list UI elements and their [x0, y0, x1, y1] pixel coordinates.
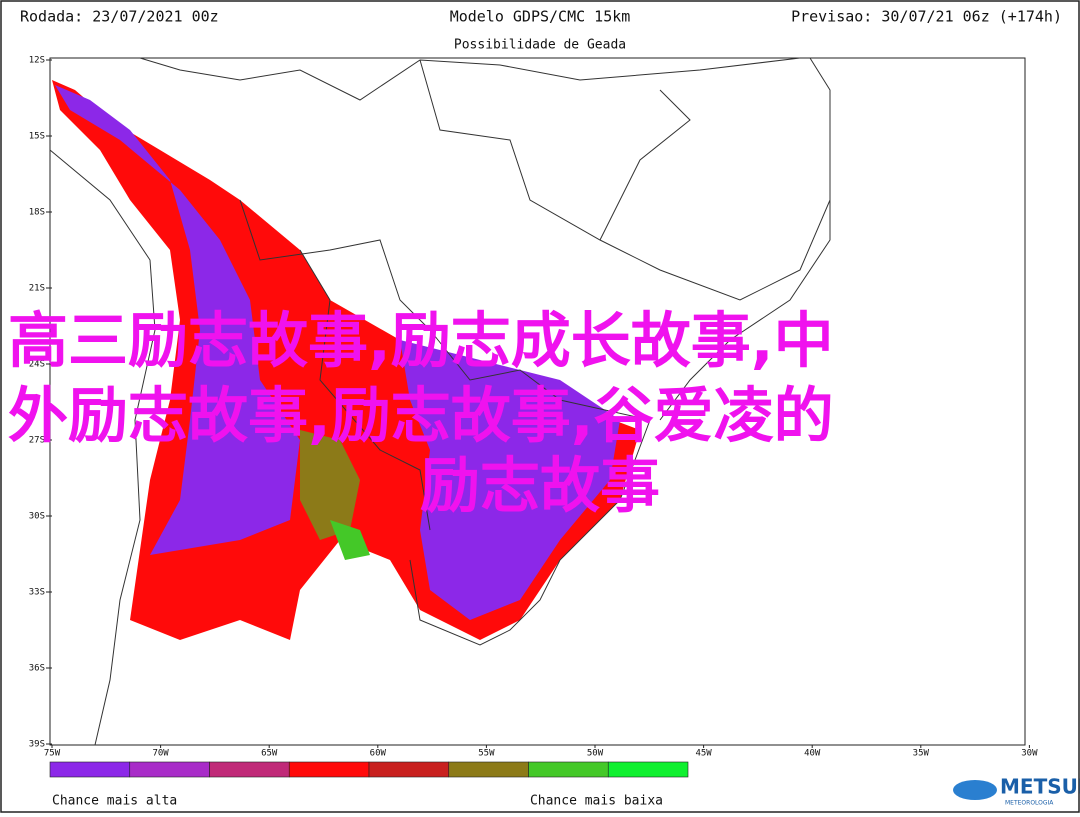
- latitude-label: 12S: [29, 56, 45, 66]
- legend-swatch: [528, 761, 609, 778]
- latitude-label: 30S: [29, 512, 45, 522]
- latitude-label: 21S: [29, 284, 45, 294]
- legend-swatch: [209, 761, 290, 778]
- longitude-label: 50W: [587, 749, 604, 759]
- legend-swatch: [448, 761, 529, 778]
- latitude-labels: 12S 15S 18S 21S 24S 27S 30S 33S 36S 39S: [29, 56, 52, 750]
- latitude-label: 24S: [29, 360, 45, 370]
- logo-sub: METEOROLOGIA: [1005, 800, 1054, 807]
- latitude-label: 39S: [29, 740, 45, 750]
- map: [49, 57, 1026, 746]
- overlay-line: 高三励志故事,励志成长故事,中: [8, 307, 834, 377]
- legend: [49, 761, 689, 778]
- longitude-label: 60W: [370, 749, 387, 759]
- longitude-label: 55W: [478, 749, 495, 759]
- latitude-label: 36S: [29, 664, 45, 674]
- model-label: Modelo GDPS/CMC 15km: [450, 8, 631, 26]
- legend-swatch: [49, 761, 131, 778]
- frost-area-olive: [300, 430, 360, 540]
- longitude-label: 40W: [804, 749, 821, 759]
- borders: [49, 57, 831, 746]
- logo: METSUL METEOROLOGIA: [953, 775, 1080, 807]
- longitude-label: 65W: [261, 749, 278, 759]
- longitude-label: 70W: [152, 749, 169, 759]
- latitude-label: 33S: [29, 588, 45, 598]
- frost-area-purple: [55, 85, 300, 555]
- legend-low-label: Chance mais baixa: [530, 794, 663, 809]
- latitude-label: 15S: [29, 132, 45, 142]
- legend-high-label: Chance mais alta: [52, 794, 177, 809]
- legend-swatch: [368, 761, 450, 778]
- longitude-label: 45W: [695, 749, 712, 759]
- longitude-label: 75W: [44, 749, 61, 759]
- legend-swatch: [607, 761, 689, 778]
- longitude-labels: 75W 70W 65W 60W 55W 50W 45W 40W 35W 30W: [44, 745, 1038, 759]
- longitude-label: 30W: [1021, 749, 1038, 759]
- logo-globe: [953, 780, 997, 800]
- run-label: Rodada: 23/07/2021 00z: [20, 8, 219, 26]
- legend-swatch: [129, 761, 210, 778]
- map-title: Possibilidade de Geada: [454, 38, 626, 53]
- forecast-label: Previsao: 30/07/21 06z (+174h): [791, 8, 1062, 26]
- overlay-line: 励志故事: [420, 452, 660, 522]
- legend-swatch: [288, 761, 370, 778]
- latitude-label: 27S: [29, 436, 45, 446]
- overlay-line: 外励志故事,励志故事,谷爱凌的: [8, 382, 834, 452]
- frost-area-purple-2: [400, 340, 620, 620]
- frost-area-green: [330, 520, 370, 560]
- logo-name: METSUL: [1000, 775, 1080, 799]
- longitude-label: 35W: [913, 749, 930, 759]
- latitude-label: 18S: [29, 208, 45, 218]
